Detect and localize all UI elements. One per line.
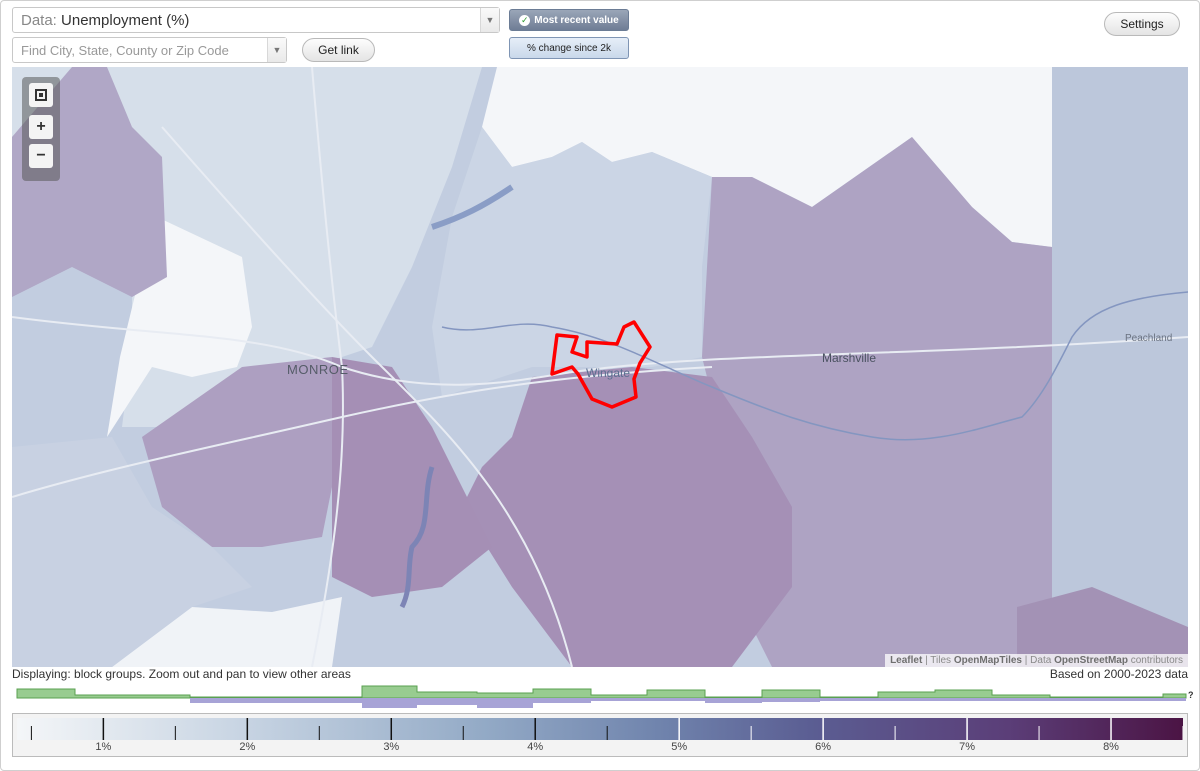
legend-tick-label: 6% <box>815 741 832 753</box>
openmaptiles-link[interactable]: OpenMapTiles <box>953 655 1022 666</box>
region-west <box>142 357 332 547</box>
minus-icon: − <box>36 147 46 164</box>
tiles-prefix: Tiles <box>930 655 952 666</box>
change-since-toggle[interactable]: % change since 2k <box>509 37 629 59</box>
data-select-value: Unemployment (%) <box>61 11 190 29</box>
displaying-status: Displaying: block groups. Zoom out and p… <box>12 667 351 681</box>
legend-tick-label: 8% <box>1103 741 1119 753</box>
get-link-button[interactable]: Get link <box>302 38 375 62</box>
region-white-south <box>112 597 342 667</box>
place-label-wingate: Wingate <box>586 366 631 380</box>
legend-ticks <box>30 718 1183 740</box>
region-southeast <box>1017 587 1188 667</box>
checkmark-icon: ✓ <box>519 14 531 26</box>
data-select[interactable]: Data: Unemployment (%) ▼ <box>12 7 500 33</box>
help-icon[interactable]: ? <box>1188 690 1194 700</box>
most-recent-label: Most recent value <box>534 14 619 26</box>
zoom-out-button[interactable]: − <box>29 144 53 168</box>
color-legend: 1% 2% 3% 4% 5% 6% 7% 8% <box>12 713 1188 757</box>
legend-tick-label: 5% <box>671 741 688 753</box>
contributors-text: contributors <box>1130 655 1183 666</box>
reservoir <box>431 184 514 230</box>
lake <box>399 466 435 609</box>
legend-tick-label: 2% <box>239 741 256 753</box>
river <box>441 291 1188 441</box>
chevron-down-icon[interactable]: ▼ <box>267 38 286 62</box>
region-east <box>1052 67 1188 667</box>
location-search[interactable]: ▼ <box>12 37 287 63</box>
change-since-label: % change since 2k <box>527 42 611 54</box>
chevron-down-icon[interactable]: ▼ <box>480 8 499 32</box>
region-white-north <box>482 67 1057 247</box>
leaflet-link[interactable]: Leaflet <box>890 655 923 666</box>
region-southwest <box>332 357 492 597</box>
wingate-boundary[interactable] <box>550 320 652 409</box>
legend-tick-label: 3% <box>383 741 400 753</box>
legend-gradient <box>17 718 1183 740</box>
data-prefix: Data <box>1030 655 1052 666</box>
zoom-controls: + − <box>22 77 60 181</box>
choropleth-map[interactable]: MONROE Wingate Marshville Peachland + − … <box>12 67 1188 667</box>
place-label-monroe: MONROE <box>287 362 349 377</box>
histogram-positive <box>16 685 1187 699</box>
roads <box>12 67 1188 667</box>
region-north-center <box>432 127 712 397</box>
openstreetmap-link[interactable]: OpenStreetMap <box>1054 655 1128 666</box>
fit-bounds-button[interactable] <box>29 83 53 107</box>
histogram-negative <box>17 698 1186 708</box>
settings-button[interactable]: Settings <box>1104 12 1180 36</box>
search-input[interactable] <box>13 41 267 59</box>
place-label-marshville: Marshville <box>822 351 877 365</box>
plus-icon: + <box>36 118 46 135</box>
map-attribution: Leaflet | Tiles OpenMapTiles | Data Open… <box>885 654 1188 667</box>
data-range-status: Based on 2000-2023 data <box>1049 667 1188 681</box>
legend-tick-label: 4% <box>527 741 544 753</box>
most-recent-toggle[interactable]: ✓ Most recent value <box>509 9 629 31</box>
place-label-peachland: Peachland <box>1125 333 1173 344</box>
value-histogram <box>16 685 1187 708</box>
fit-icon <box>35 89 47 101</box>
region-south-west <box>12 437 252 667</box>
region-south-center <box>462 367 792 667</box>
zoom-in-button[interactable]: + <box>29 115 53 139</box>
data-select-prefix: Data: <box>21 11 57 29</box>
legend-tick-label: 1% <box>95 741 112 753</box>
legend-tick-label: 7% <box>959 741 976 753</box>
